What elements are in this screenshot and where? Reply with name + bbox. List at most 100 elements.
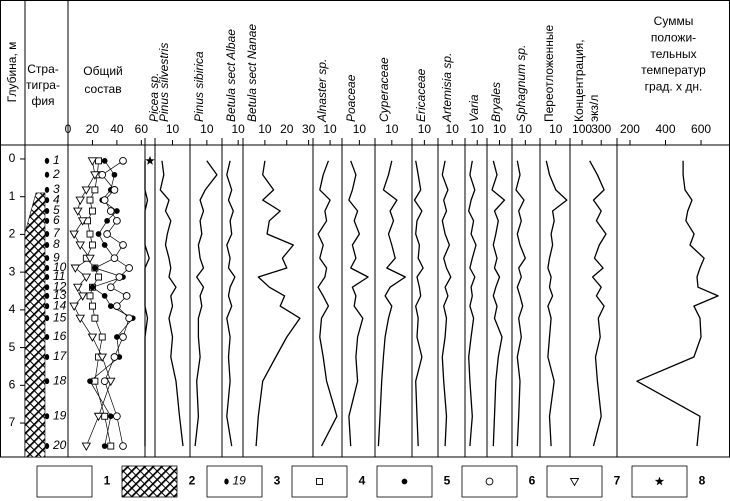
y-tick-label: 4	[9, 302, 16, 316]
stratigraphy-title: фия	[31, 94, 54, 108]
x-tick-label: 0	[65, 122, 72, 136]
legend-label: 2	[189, 474, 196, 488]
profile-curve	[589, 160, 607, 447]
legend-symbol	[569, 478, 580, 487]
panel-title: Ericaceae	[414, 68, 428, 122]
sample-label: 8	[53, 237, 60, 251]
sample-dot	[44, 231, 50, 238]
triangle-marker	[93, 412, 104, 422]
y-tick-label: 1	[9, 189, 16, 203]
panel-title: Sphagnum sp.	[514, 45, 528, 122]
circle-marker	[113, 216, 121, 225]
x-tick-label: 400	[655, 122, 675, 136]
panel-title: Концентрация,	[572, 39, 586, 122]
circle-marker	[103, 230, 111, 238]
triangle-marker	[90, 171, 100, 180]
x-tick-label: 10	[166, 122, 180, 136]
sample-dot	[44, 303, 50, 310]
circle-marker	[119, 241, 127, 249]
panel-title: Pinus sibirica	[192, 51, 206, 122]
profile-curve	[144, 160, 150, 447]
triangle-marker	[85, 254, 95, 264]
triangle-marker	[69, 230, 79, 239]
x-tick-label: 10	[519, 122, 533, 136]
sample-label: 7	[53, 226, 61, 240]
sample-dot	[44, 217, 50, 224]
legend-box	[121, 465, 178, 498]
circle-marker	[98, 170, 107, 179]
circle-marker	[113, 412, 121, 421]
sample-dot	[44, 255, 50, 262]
panel-title: Суммы	[654, 14, 694, 28]
panel-title: экз/л	[587, 95, 601, 122]
triangle-marker	[81, 442, 92, 451]
dot-marker	[107, 303, 114, 309]
panel-title: Betula sect Albae	[224, 29, 238, 122]
legend-label: 6	[529, 474, 536, 488]
panel-title: Pinus silvestris	[157, 43, 171, 122]
x-tick-label: 10	[353, 122, 367, 136]
sample-dot	[44, 197, 50, 204]
sample-label: 12	[53, 279, 67, 293]
dot-marker	[87, 378, 93, 385]
x-tick-label: 10	[258, 122, 272, 136]
triangle-marker	[75, 241, 85, 250]
sample-dot	[44, 443, 50, 450]
x-tick-label: 10	[418, 122, 432, 136]
x-tick-label: 60	[135, 122, 149, 136]
legend-box	[206, 465, 263, 498]
legend-label: 3	[274, 474, 281, 488]
circle-marker	[115, 273, 124, 281]
square-marker	[88, 241, 96, 249]
profile-curve	[413, 160, 424, 447]
x-tick-label: 600	[691, 122, 711, 136]
x-tick-label: 10	[549, 122, 563, 136]
x-tick-label: 20	[86, 122, 100, 136]
profile-curve	[441, 160, 452, 447]
panel-title: Bryales	[489, 82, 503, 122]
circle-marker	[119, 333, 127, 341]
sample-label: 18	[53, 373, 67, 387]
circle-marker	[106, 283, 115, 292]
legend-label: 1	[104, 474, 111, 488]
x-tick-label: 300	[591, 122, 611, 136]
dot-marker	[114, 208, 120, 214]
legend-label: 5	[444, 474, 451, 488]
triangle-marker	[77, 292, 88, 301]
sample-label: 14	[53, 298, 67, 312]
dot-marker	[101, 293, 108, 299]
circle-marker	[113, 302, 121, 310]
sample-label: 5	[53, 203, 60, 217]
profile-curve	[491, 160, 506, 447]
circle-marker	[119, 442, 127, 450]
sample-label: 19	[53, 408, 67, 422]
dot-marker	[89, 284, 96, 291]
x-tick-label: 200	[620, 122, 640, 136]
y-tick-label: 0	[9, 151, 16, 165]
x-tick-label: 10	[471, 122, 485, 136]
triangle-marker	[87, 157, 98, 166]
panel-title: Picea sp.	[147, 73, 161, 122]
sample-label: 1	[53, 153, 60, 167]
legend-label: 4	[359, 474, 366, 488]
square-marker	[86, 230, 94, 238]
panel-title: Betula sect Nanae	[245, 24, 259, 122]
legend-sample: 19	[233, 474, 247, 488]
sample-label: 16	[53, 329, 67, 343]
sample-label: 15	[53, 310, 67, 324]
sample-dot	[44, 334, 50, 341]
triangle-marker	[69, 302, 79, 312]
stratigraphy-title: тигра-	[26, 78, 60, 92]
star-marker	[145, 155, 155, 165]
sample-dot	[44, 354, 50, 361]
triangle-marker	[75, 314, 85, 324]
circle-marker	[125, 264, 133, 272]
legend-symbol	[485, 477, 494, 486]
square-marker	[86, 292, 94, 300]
sample-dot	[44, 315, 50, 322]
sample-label: 6	[53, 213, 60, 227]
circle-marker	[110, 353, 119, 361]
stratigraphy-title: Стра-	[27, 62, 59, 76]
square-marker	[98, 333, 106, 341]
